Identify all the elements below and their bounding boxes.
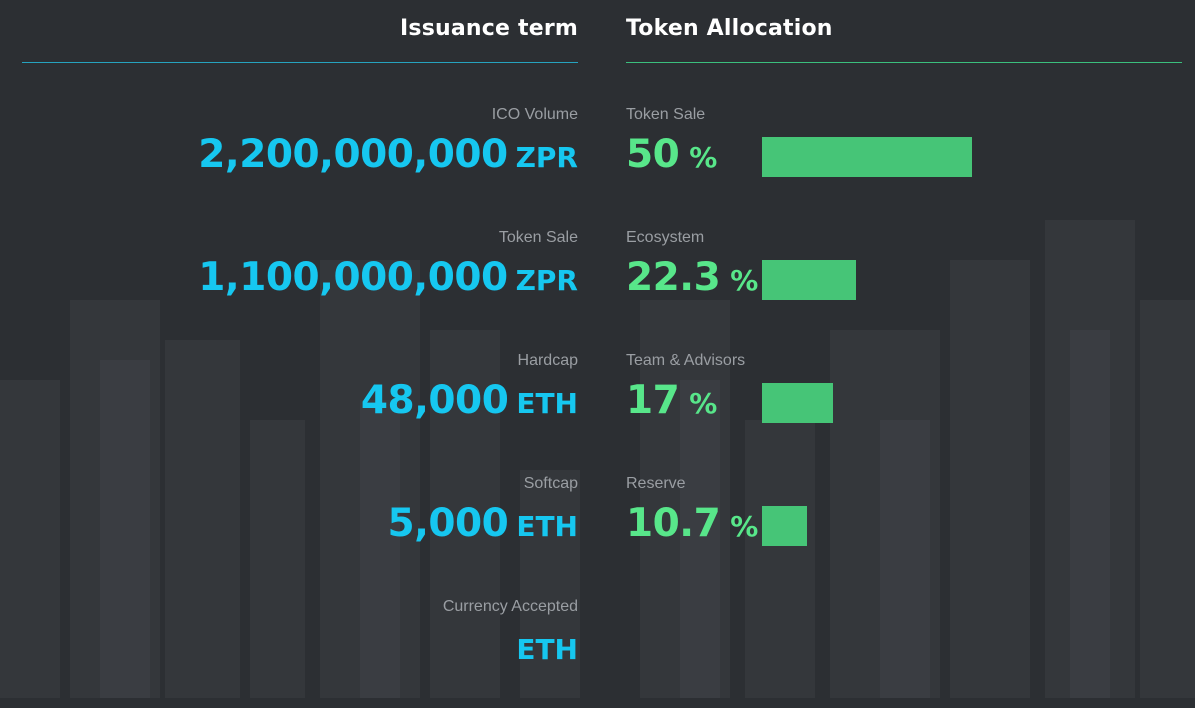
softcap-number: 5,000 bbox=[387, 501, 509, 546]
allocation-team-advisors-label: Team & Advisors bbox=[626, 352, 746, 369]
softcap-value: 5,000 ETH bbox=[387, 501, 578, 546]
currency-accepted-item: Currency Accepted ETH bbox=[22, 598, 578, 708]
allocation-ecosystem-item: Ecosystem 22.3% bbox=[626, 229, 1182, 339]
softcap-unit: ETH bbox=[516, 510, 578, 543]
token-sale-unit: ZPR bbox=[515, 264, 578, 297]
allocation-reserve-value: 10.7% bbox=[626, 501, 758, 546]
allocation-ecosystem-label: Ecosystem bbox=[626, 229, 705, 246]
allocation-team-advisors-item: Team & Advisors 17% bbox=[626, 352, 1182, 462]
allocation-token-sale-bar bbox=[762, 137, 972, 177]
hardcap-item: Hardcap 48,000 ETH bbox=[22, 352, 578, 462]
allocation-token-sale-item: Token Sale 50% bbox=[626, 106, 1182, 216]
allocation-token-sale-value: 50% bbox=[626, 132, 717, 177]
allocation-team-advisors-unit: % bbox=[689, 387, 718, 420]
currency-accepted-value: ETH bbox=[516, 624, 578, 669]
currency-accepted-unit: ETH bbox=[516, 633, 578, 666]
allocation-team-advisors-number: 17 bbox=[626, 378, 680, 423]
allocation-reserve-label: Reserve bbox=[626, 475, 686, 492]
allocation-token-sale-unit: % bbox=[689, 141, 718, 174]
token-sale-number: 1,100,000,000 bbox=[198, 255, 508, 300]
ico-volume-label: ICO Volume bbox=[491, 106, 578, 123]
ico-volume-unit: ZPR bbox=[515, 141, 578, 174]
hardcap-number: 48,000 bbox=[360, 378, 509, 423]
allocation-reserve-unit: % bbox=[730, 510, 759, 543]
allocation-reserve-bar bbox=[762, 506, 807, 546]
ico-volume-item: ICO Volume 2,200,000,000 ZPR bbox=[22, 106, 578, 216]
allocation-ecosystem-value: 22.3% bbox=[626, 255, 758, 300]
allocation-team-advisors-value: 17% bbox=[626, 378, 717, 423]
issuance-term-title: Issuance term bbox=[400, 16, 578, 41]
softcap-item: Softcap 5,000 ETH bbox=[22, 475, 578, 585]
softcap-label: Softcap bbox=[523, 475, 578, 492]
token-sale-value: 1,100,000,000 ZPR bbox=[198, 255, 578, 300]
issuance-term-divider bbox=[22, 62, 578, 63]
hardcap-label: Hardcap bbox=[517, 352, 578, 369]
ico-volume-number: 2,200,000,000 bbox=[198, 132, 508, 177]
allocation-token-sale-label: Token Sale bbox=[626, 106, 706, 123]
allocation-team-advisors-bar bbox=[762, 383, 833, 423]
allocation-ecosystem-number: 22.3 bbox=[626, 255, 721, 300]
allocation-ecosystem-unit: % bbox=[730, 264, 759, 297]
hardcap-value: 48,000 ETH bbox=[361, 378, 578, 423]
token-sale-label: Token Sale bbox=[498, 229, 578, 246]
allocation-token-sale-number: 50 bbox=[626, 132, 680, 177]
hardcap-unit: ETH bbox=[516, 387, 578, 420]
token-sale-item: Token Sale 1,100,000,000 ZPR bbox=[22, 229, 578, 339]
allocation-reserve-item: Reserve 10.7% bbox=[626, 475, 1182, 585]
allocation-reserve-number: 10.7 bbox=[626, 501, 721, 546]
allocation-ecosystem-bar bbox=[762, 260, 856, 300]
currency-accepted-label: Currency Accepted bbox=[442, 598, 578, 615]
ico-volume-value: 2,200,000,000 ZPR bbox=[198, 132, 578, 177]
token-allocation-divider bbox=[626, 62, 1182, 63]
token-allocation-title: Token Allocation bbox=[626, 16, 833, 41]
